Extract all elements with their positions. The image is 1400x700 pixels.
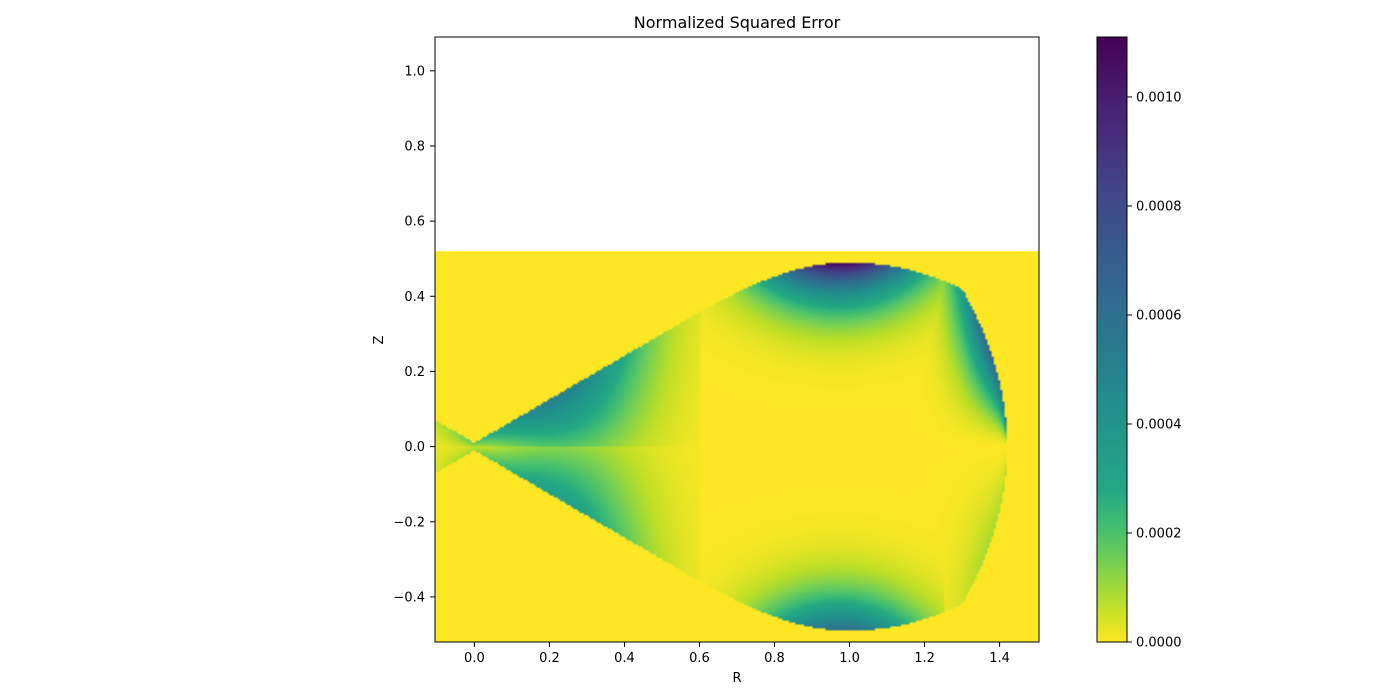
- y-axis: −0.4 −0.2 0.0 0.2 0.4 0.6 0.8 1.0: [393, 64, 435, 605]
- x-tick-label: 1.4: [989, 651, 1010, 666]
- colorbar-tick-label: 0.0004: [1136, 417, 1182, 432]
- x-tick-label: 0.4: [614, 651, 635, 666]
- colorbar-tick-label: 0.0010: [1136, 90, 1182, 105]
- x-tick-label: 0.0: [464, 651, 485, 666]
- y-tick-label: 0.6: [404, 215, 425, 230]
- colorbar-tick-label: 0.0002: [1136, 526, 1182, 541]
- colorbar-frame: [1096, 36, 1128, 643]
- y-tick-label: 0.4: [404, 290, 425, 305]
- heatmap-image: [435, 251, 1039, 642]
- colorbar-tick-label: 0.0008: [1136, 199, 1182, 214]
- colorbar-tick-label: 0.0000: [1136, 636, 1182, 651]
- plot-frame: [434, 36, 1040, 643]
- x-tick-label: 0.6: [689, 651, 710, 666]
- colorbar-gradient: [1097, 37, 1127, 642]
- y-tick-label: 0.2: [404, 365, 425, 380]
- y-axis-label: Z: [372, 335, 387, 344]
- y-tick-label: −0.4: [393, 590, 425, 605]
- y-tick-label: 0.8: [404, 139, 425, 154]
- plot-area: [434, 36, 1040, 643]
- y-tick-label: 1.0: [404, 64, 425, 79]
- x-tick-label: 0.2: [539, 651, 560, 666]
- y-tick-label: −0.2: [393, 515, 425, 530]
- chart-title: Normalized Squared Error: [634, 13, 841, 32]
- colorbar-ticks: 0.0000 0.0002 0.0004 0.0006 0.0008 0.0010: [1127, 90, 1182, 651]
- colorbar-tick-label: 0.0006: [1136, 308, 1182, 323]
- x-tick-label: 0.8: [764, 651, 785, 666]
- colorbar: 0.0000 0.0002 0.0004 0.0006 0.0008 0.0010: [1096, 36, 1182, 651]
- x-axis: 0.0 0.2 0.4 0.6 0.8 1.0 1.2 1.4: [464, 642, 1010, 666]
- x-tick-label: 1.2: [914, 651, 935, 666]
- x-tick-label: 1.0: [839, 651, 860, 666]
- x-axis-label: R: [732, 671, 741, 686]
- y-tick-label: 0.0: [404, 440, 425, 455]
